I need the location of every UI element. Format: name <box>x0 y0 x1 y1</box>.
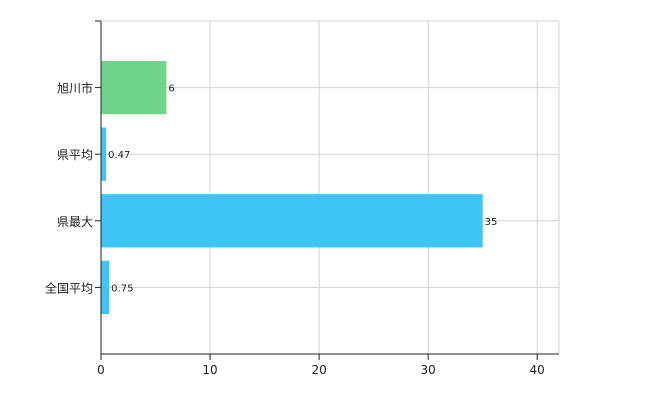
axes <box>100 21 559 355</box>
x-tick-label-0: 0 <box>97 363 105 377</box>
grid-lines <box>101 20 560 354</box>
category-label-3: 全国平均 <box>45 280 93 295</box>
bar-0 <box>101 60 167 115</box>
data-label-3: 0.75 <box>111 283 133 294</box>
category-label-2: 県最大 <box>57 215 93 229</box>
x-axis-ticks: 0 10 20 30 40 <box>95 20 545 377</box>
x-tick-label-4: 40 <box>530 363 545 377</box>
x-tick-label-1: 10 <box>202 363 217 377</box>
category-label-1: 県平均 <box>57 148 93 162</box>
data-labels: 6 0.47 35 0.75 <box>108 84 497 295</box>
x-tick-label-3: 30 <box>421 363 436 377</box>
x-tick-label-2: 20 <box>311 363 326 377</box>
bars <box>101 60 483 315</box>
category-label-0: 旭川市 <box>57 81 93 96</box>
bar-2 <box>101 194 483 248</box>
bar-1 <box>101 127 107 181</box>
data-label-2: 35 <box>485 217 498 228</box>
data-label-0: 6 <box>168 84 174 95</box>
data-label-1: 0.47 <box>108 150 130 161</box>
bar-3 <box>101 260 110 315</box>
